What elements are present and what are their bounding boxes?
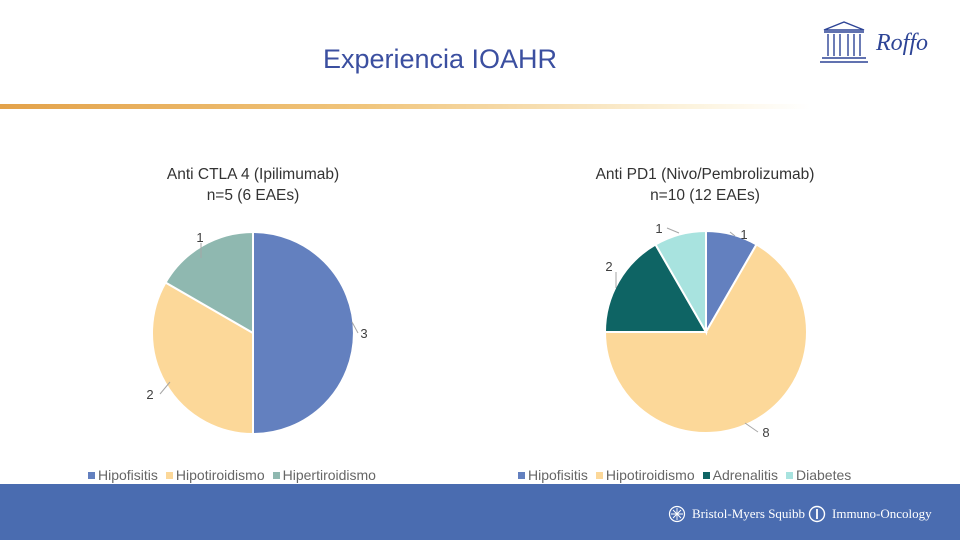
chart-1-leader-line	[351, 321, 359, 334]
page-title: Experiencia IOAHR	[322, 44, 558, 74]
legend-label: Hipofisitis	[528, 467, 588, 483]
chart-2-slice-diabetes	[654, 229, 707, 336]
chart-2-data-label: 2	[605, 259, 612, 274]
chart-2-title: Anti PD1 (Nivo/Pembrolizumab) n=10 (12 E…	[545, 164, 865, 206]
chart-1-slice-hipertiroidismo	[164, 230, 254, 335]
bms-logo-text: Bristol-Myers Squibb	[692, 506, 806, 521]
chart-2-legend: Hipofisitis Hipotiroidismo Adrenalitis Diab…	[518, 467, 859, 483]
legend-item: Hipertiroidismo	[272, 467, 376, 483]
chart-2-subtitle: n=10 (12 EAEs)	[650, 187, 760, 204]
legend-swatch	[595, 471, 603, 479]
legend-item: Hipotiroidismo	[595, 467, 695, 483]
legend-label: Hipertiroidismo	[282, 467, 376, 483]
immuno-oncology-logo: Immuno-Oncology	[808, 505, 932, 523]
chart-2-slice-adrenalitis	[603, 243, 708, 333]
bms-mark-icon	[668, 505, 686, 523]
chart-2-data-label: 1	[655, 221, 662, 236]
immuno-oncology-logo-text: Immuno-Oncology	[832, 506, 932, 521]
legend-swatch	[88, 471, 95, 479]
legend-label: Hipotiroidismo	[605, 467, 695, 483]
chart-1-data-label: 3	[360, 326, 367, 341]
legend-item: Adrenalitis	[702, 467, 778, 483]
chart-2-data-label: 1	[740, 227, 747, 242]
chart-1-slice-hipotiroidismo	[151, 281, 254, 436]
chart-2-data-label: 8	[762, 425, 769, 440]
footer-bar	[0, 484, 960, 540]
roffo-logo-text: Roffo	[876, 30, 928, 56]
legend-swatch	[165, 471, 173, 479]
title-divider	[0, 104, 810, 109]
legend-item: Hipofisitis	[88, 467, 158, 483]
legend-swatch	[272, 471, 280, 479]
chart-2-leader-line	[729, 231, 736, 237]
chart-1-leader-line	[159, 381, 171, 395]
chart-1-title-line: Anti CTLA 4 (Ipilimumab)	[166, 166, 340, 183]
legend-swatch	[702, 471, 710, 479]
legend-label: Hipotiroidismo	[175, 467, 265, 483]
chart-1-data-label: 1	[196, 230, 203, 245]
legend-item: Diabetes	[785, 467, 852, 483]
chart-2-slice-hipotiroidismo	[603, 243, 808, 434]
bms-logo: Bristol-Myers Squibb	[668, 505, 805, 523]
legend-label: Diabetes	[795, 467, 852, 483]
chart-2-leader-line	[744, 422, 759, 433]
legend-swatch	[518, 471, 525, 479]
roffo-building-icon	[820, 21, 868, 63]
legend-label: Adrenalitis	[712, 467, 778, 483]
legend-item: Hipofisitis	[518, 467, 588, 483]
legend-item: Hipotiroidismo	[165, 467, 265, 483]
chart-1-title: Anti CTLA 4 (Ipilimumab) n=5 (6 EAEs)	[113, 164, 393, 206]
chart-2-title-line: Anti PD1 (Nivo/Pembrolizumab)	[595, 166, 815, 183]
chart-1-legend: Hipofisitis Hipotiroidismo Hipertiroidismo	[88, 467, 384, 483]
chart-1-slice-hipofisitis	[252, 230, 355, 436]
chart-1-subtitle: n=5 (6 EAEs)	[206, 187, 300, 204]
chart-1-data-label: 2	[146, 387, 153, 402]
immuno-oncology-mark-icon	[808, 505, 826, 523]
legend-label: Hipofisitis	[98, 467, 158, 483]
legend-swatch	[785, 471, 793, 479]
chart-2-leader-line	[666, 227, 680, 234]
